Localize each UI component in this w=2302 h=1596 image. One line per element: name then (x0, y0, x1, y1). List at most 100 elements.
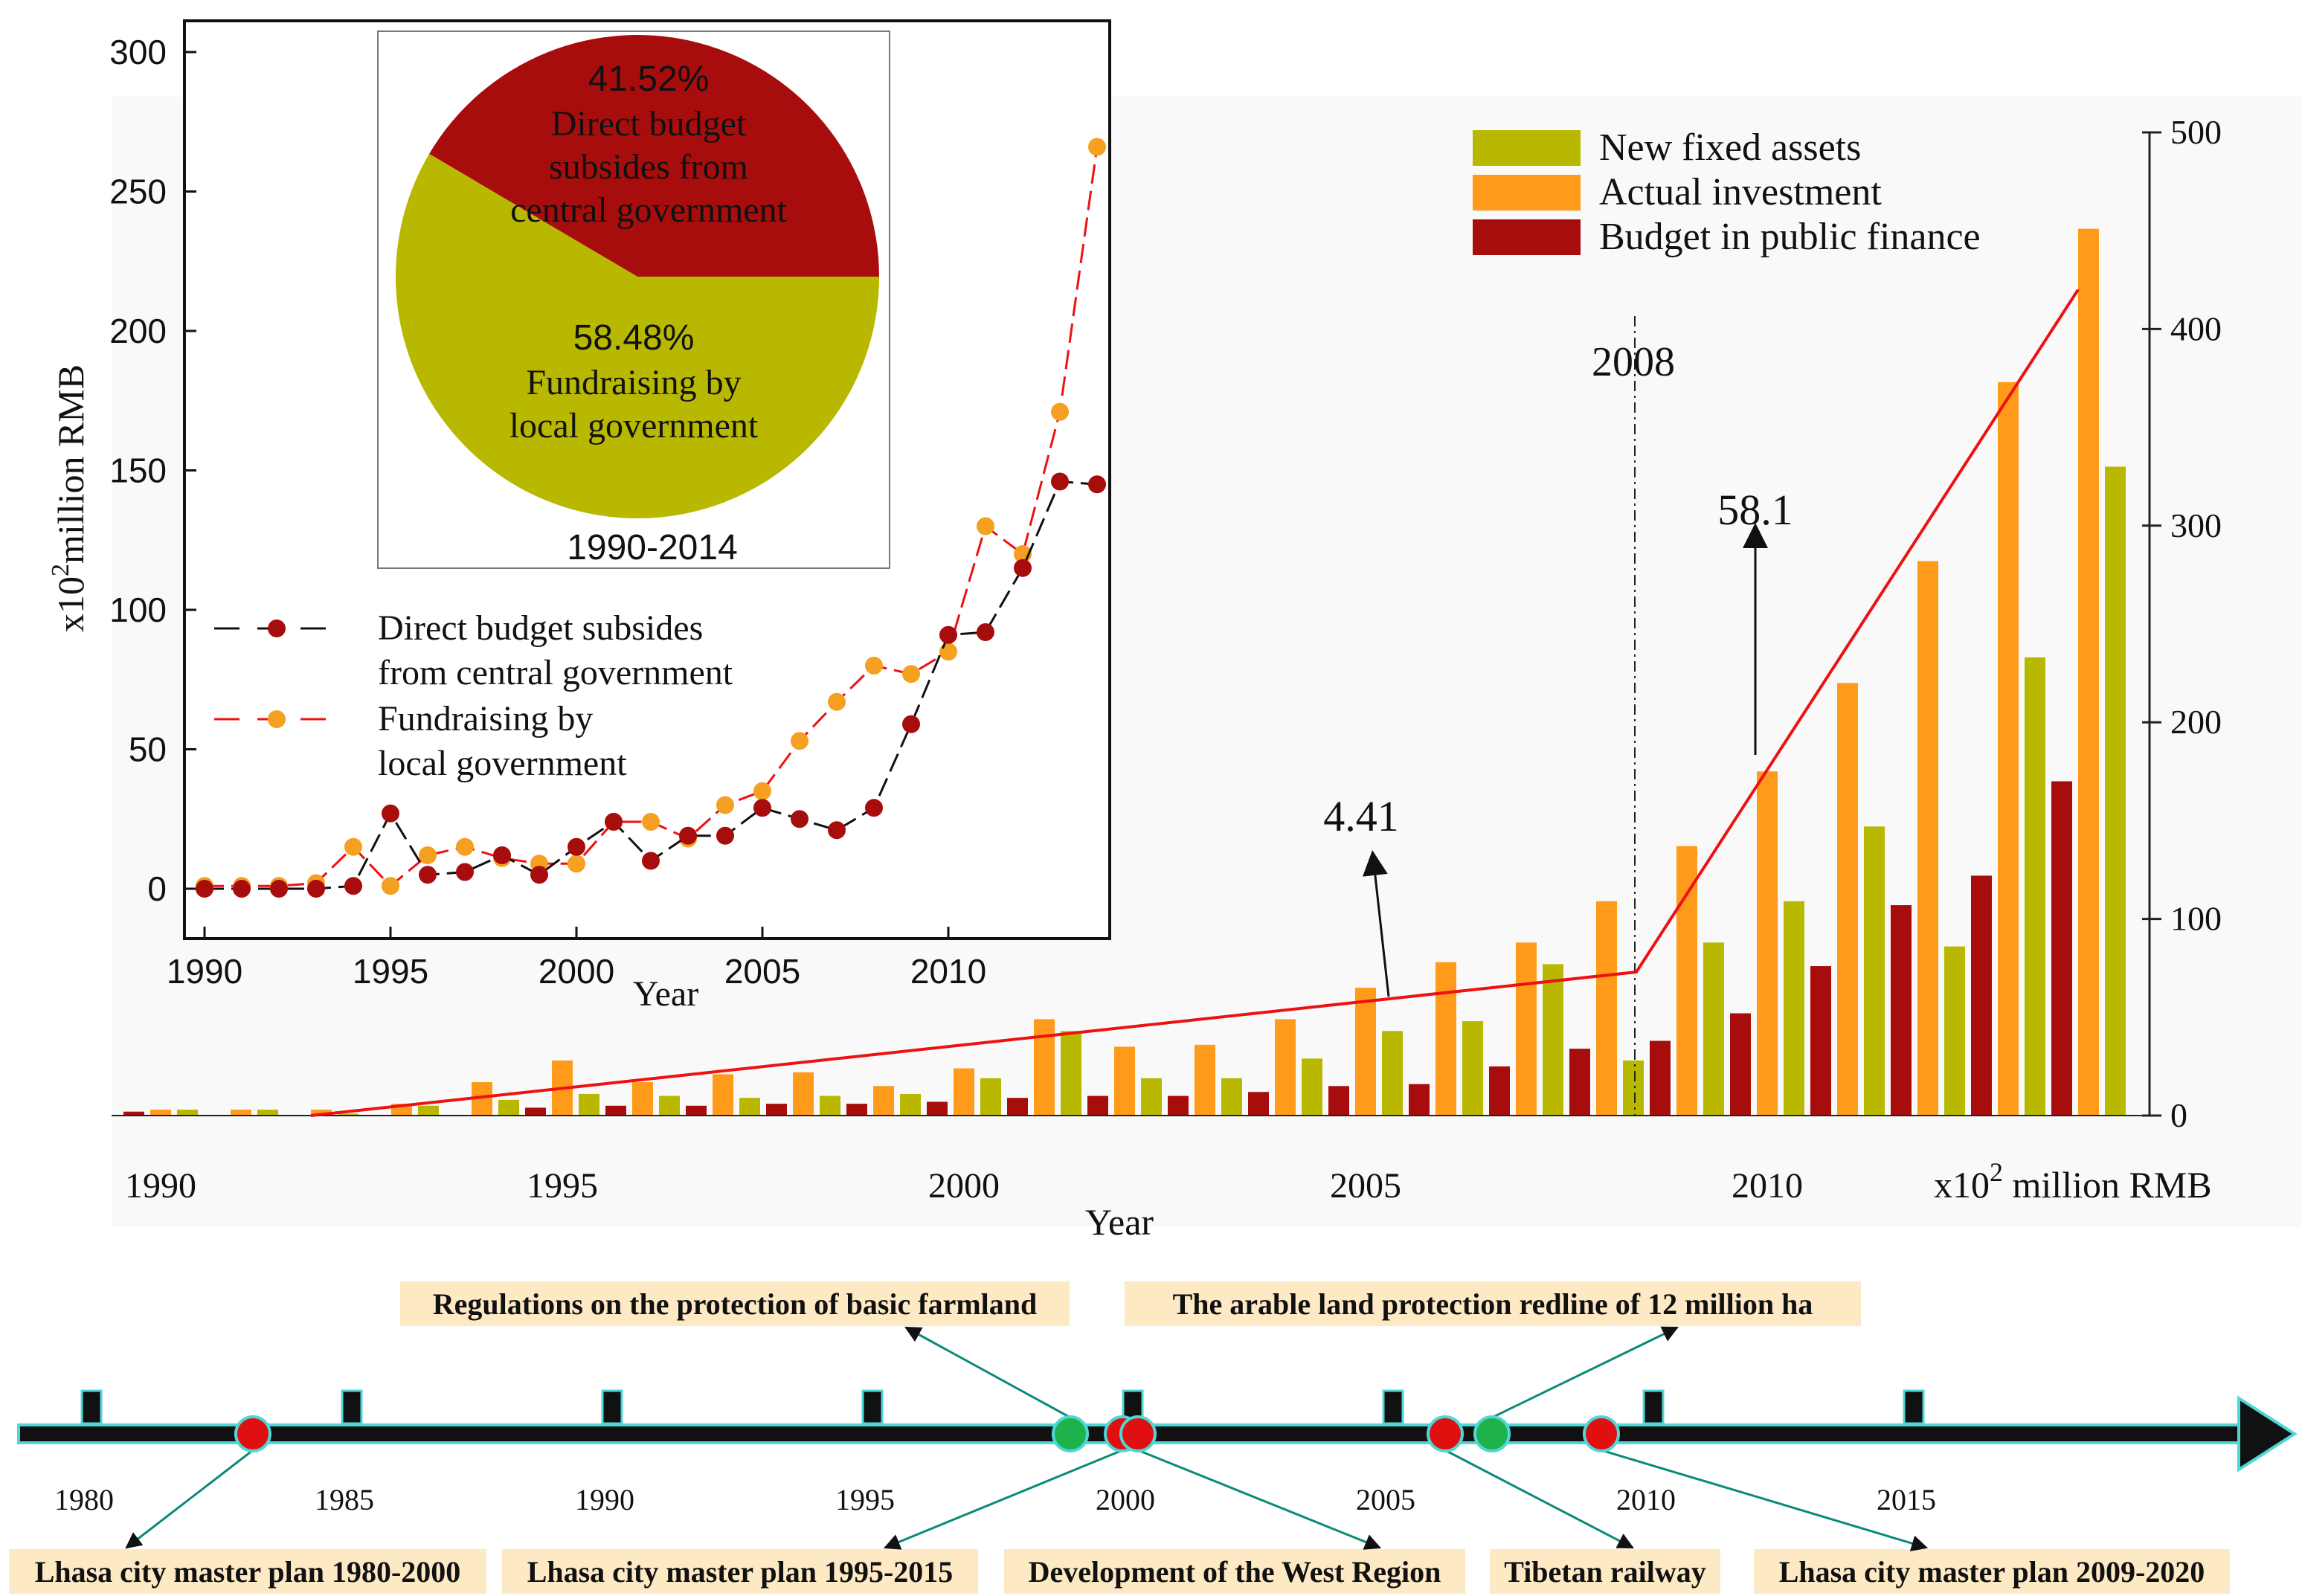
inset-y-tick-label: 0 (147, 869, 167, 908)
timeline-label-box (1490, 1549, 1720, 1594)
timeline-marker-green (1052, 1415, 1089, 1452)
timeline-event-label: Lhasa city master plan 1995-2015 (527, 1555, 954, 1589)
fixed-assets-bar (338, 1113, 359, 1116)
investment-bar (1757, 771, 1778, 1116)
timeline-tick-label: 2000 (1096, 1483, 1155, 1516)
main-y-tick-label: 400 (2170, 309, 2222, 347)
central-budget-point (270, 880, 288, 898)
timeline-tick (80, 1389, 103, 1425)
inset-y-tick-label: 250 (109, 173, 167, 211)
timeline-label-box (1754, 1549, 2230, 1594)
timeline-tick (861, 1389, 884, 1425)
local-fundraising-point (1088, 138, 1106, 156)
inset-x-tick-label: 2000 (538, 952, 614, 991)
timeline-label-box (1125, 1281, 1861, 1326)
budget-bar (1168, 1095, 1189, 1116)
timeline-label-box (9, 1549, 486, 1594)
central-budget-point (456, 863, 474, 881)
investment-bar (1114, 1046, 1135, 1116)
timeline-marker-red (1583, 1415, 1620, 1452)
investment-bar (1998, 382, 2019, 1116)
fixed-assets-bar (900, 1093, 921, 1116)
fixed-assets-bar (177, 1110, 198, 1116)
timeline-event-label: Development of the West Region (1029, 1555, 1441, 1589)
event-line-label: 2008 (1592, 339, 1675, 385)
investment-bar (1195, 1044, 1215, 1116)
investment-bar (1516, 942, 1537, 1116)
pie-text-central: central government (510, 190, 788, 230)
fixed-assets-bar (418, 1105, 439, 1116)
timeline-marker-green (1473, 1415, 1511, 1452)
main-y-tick-label: 0 (2170, 1096, 2187, 1134)
main-x-tick-label: 2010 (1732, 1166, 1803, 1206)
inset-legend-label: local government (378, 744, 627, 783)
fixed-assets-bar (820, 1095, 840, 1116)
central-budget-point (828, 821, 846, 840)
timeline-tick-label: 1985 (315, 1483, 374, 1516)
inset-legend-label: Direct budget subsides (378, 608, 703, 648)
budget-bar (686, 1105, 707, 1116)
investment-bar (793, 1072, 814, 1116)
budget-bar (846, 1104, 867, 1116)
timeline-label-box (502, 1549, 978, 1594)
local-fundraising-point (382, 877, 399, 895)
inset-unit-prefix: x10 (50, 576, 91, 632)
local-fundraising-point (753, 782, 771, 800)
fixed-assets-bar (1543, 964, 1563, 1116)
main-y-tick-label: 100 (2170, 900, 2222, 938)
inset-y-tick-label: 300 (109, 33, 167, 71)
timeline-arrowhead (2237, 1395, 2298, 1473)
budget-bar (1087, 1095, 1108, 1116)
fixed-assets-bar (1061, 1031, 1081, 1116)
central-budget-point (865, 799, 883, 817)
main-x-tick-label: 1995 (527, 1166, 598, 1206)
inset-x-tick-label: 2010 (910, 952, 986, 991)
local-fundraising-point (642, 813, 660, 831)
timeline-tick-label: 2015 (1877, 1483, 1936, 1516)
legend-label: Budget in public finance (1599, 216, 1981, 258)
inset-legend-label: Fundraising by (378, 699, 593, 739)
budget-bar (2051, 781, 2072, 1116)
fixed-assets-bar (1141, 1078, 1162, 1116)
budget-bar (1248, 1092, 1269, 1116)
inset-y-tick-label: 150 (109, 451, 167, 490)
central-budget-point (1088, 475, 1106, 494)
central-budget-point (939, 625, 957, 644)
budget-bar (927, 1101, 948, 1116)
local-fundraising-point (456, 837, 474, 856)
fixed-assets-bar (659, 1095, 680, 1116)
investment-bar (231, 1110, 251, 1116)
legend-swatch (1473, 175, 1581, 210)
central-budget-point (568, 837, 585, 856)
pie-text-local: Fundraising by (526, 363, 741, 402)
fixed-assets-bar (980, 1078, 1001, 1116)
timeline-label-box (400, 1281, 1070, 1326)
pie-pct-local: 58.48% (573, 318, 695, 358)
timeline-connector (1491, 1326, 1679, 1419)
investment-bar (2078, 228, 2099, 1116)
timeline-connector (1137, 1449, 1382, 1550)
investment-bar (311, 1110, 332, 1116)
unit-exp: 2 (1990, 1157, 2003, 1187)
local-fundraising-point (1051, 402, 1069, 421)
central-budget-point (605, 813, 623, 831)
local-fundraising-point (902, 665, 920, 683)
budget-bar (123, 1111, 144, 1116)
fixed-assets-bar (1623, 1060, 1644, 1116)
budget-bar (1891, 905, 1912, 1116)
central-budget-point (419, 866, 437, 884)
fixed-assets-bar (1462, 1021, 1483, 1116)
timeline-tick-label: 2005 (1356, 1483, 1415, 1516)
timeline-label-box (1004, 1549, 1465, 1594)
trend-arrow-before (1362, 850, 1390, 997)
main-x-axis-title: Year (1085, 1201, 1154, 1243)
timeline-connector (1444, 1449, 1634, 1549)
inset-x-axis-title: Year (633, 974, 698, 1014)
central-budget-point (233, 880, 251, 898)
trend-line (310, 289, 2080, 1117)
main-x-tick-label: 2000 (928, 1166, 1000, 1206)
budget-bar (766, 1104, 787, 1116)
investment-bar (150, 1110, 171, 1116)
